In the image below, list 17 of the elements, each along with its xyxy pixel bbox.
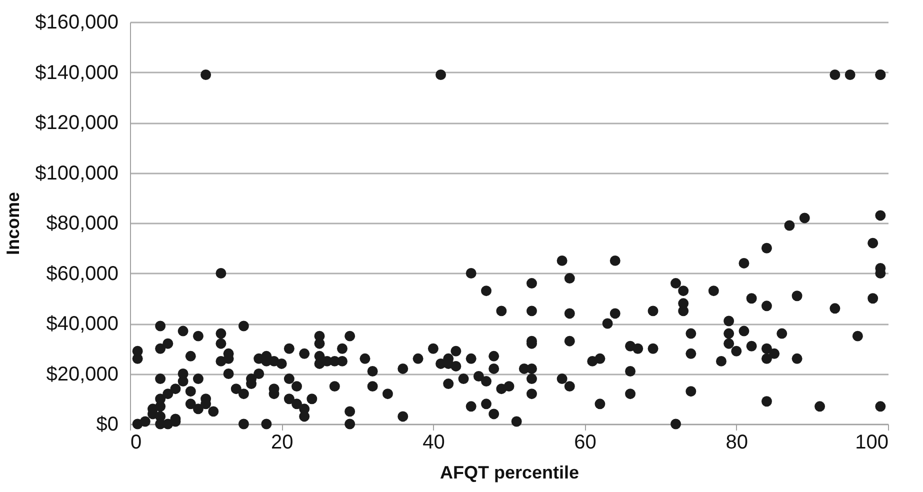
y-tick-label: $20,000 <box>46 363 118 386</box>
y-tick-label: $140,000 <box>35 62 118 84</box>
y-tick-label: $80,000 <box>46 212 118 234</box>
y-axis-title: Income <box>3 192 24 256</box>
y-tick-label: $120,000 <box>35 112 118 134</box>
x-tick-label: 60 <box>574 432 596 454</box>
y-tick-label: $40,000 <box>46 313 118 335</box>
x-tick-label: 20 <box>270 432 294 454</box>
x-axis-title: AFQT percentile <box>440 462 580 482</box>
x-tick-label: 40 <box>422 432 445 454</box>
x-tick-label: 80 <box>726 432 748 454</box>
x-tick-label: 0 <box>130 432 142 454</box>
y-tick-label: $160,000 <box>35 12 118 34</box>
y-tick-label: $0 <box>96 414 118 436</box>
y-tick-label: $60,000 <box>46 262 118 285</box>
y-tick-label: $100,000 <box>35 162 118 184</box>
x-tick-label: 100 <box>855 432 888 454</box>
